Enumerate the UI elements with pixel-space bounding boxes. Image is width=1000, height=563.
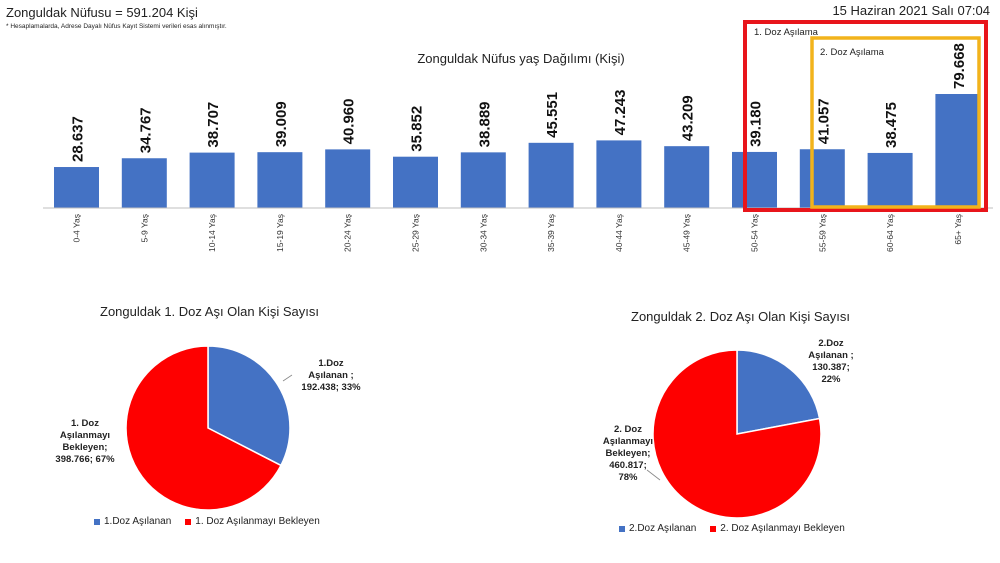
pie1-slice-0 [207, 345, 291, 467]
dose2-highlight-box [810, 36, 981, 209]
pie2-slices [652, 349, 822, 519]
bar-value-label-5: 35.852 [409, 106, 426, 152]
bar-value-label-0: 28.637 [70, 116, 87, 162]
pie1-legend-item-waiting: 1. Doz Aşılanmayı Bekleyen [185, 516, 320, 527]
x-tick-label-13: 65+ Yaş [953, 214, 963, 245]
data-source-note: * Hesaplamalarda, Adrese Dayalı Nüfus Ka… [6, 23, 227, 30]
legend-swatch-red [710, 525, 717, 532]
pie2-leader-red [646, 469, 661, 481]
age-distribution-chart: Zonguldak Nüfus yaş Dağılımı (Kişi) 28.6… [43, 20, 993, 252]
dose2-highlight-label: 2. Doz Aşılama [820, 47, 885, 58]
bar-value-label-12: 38.475 [883, 102, 900, 148]
bar-value-label-7: 45.551 [544, 92, 561, 138]
bar-2 [189, 152, 235, 208]
x-tick-label-8: 40-44 Yaş [614, 214, 624, 252]
pie2-legend-item-waiting: 2. Doz Aşılanmayı Bekleyen [710, 523, 845, 534]
pie1-chart [125, 345, 293, 511]
legend-swatch-blue [619, 525, 625, 532]
pie2-chart [646, 349, 822, 519]
pie2-legend: 2.Doz Aşılanan 2. Doz Aşılanmayı Bekleye… [619, 523, 845, 534]
bar-8 [596, 140, 642, 208]
bar-4 [325, 149, 371, 208]
x-tick-label-9: 45-49 Yaş [682, 214, 692, 252]
bar-value-label-2: 38.707 [205, 102, 222, 148]
bar-9 [664, 146, 710, 208]
pie2-label-waiting: 2. Doz Aşılanmayı Bekleyen; 460.817; 78% [602, 424, 654, 483]
x-tick-label-5: 25-29 Yaş [411, 214, 421, 252]
bar-value-label-8: 47.243 [612, 90, 629, 136]
x-tick-label-6: 30-34 Yaş [478, 214, 488, 252]
x-tick-label-0: 0-4 Yaş [72, 214, 82, 243]
x-tick-label-3: 15-19 Yaş [275, 214, 285, 252]
bar-1 [121, 158, 167, 208]
legend-swatch-red [185, 518, 192, 525]
pie1-slice-1 [125, 345, 282, 511]
bar-value-label-4: 40.960 [341, 98, 358, 144]
bar-series: 28.637 0-4 Yaş 34.767 5-9 Yaş 38.707 10-14 Ya… [54, 43, 981, 252]
pie2-slice-1 [652, 349, 822, 519]
pie1-label-waiting: 1. Doz Aşılanmayı Bekleyen; 398.766; 67% [55, 418, 115, 465]
dose1-highlight-box [743, 20, 988, 212]
legend-swatch-blue [94, 518, 100, 525]
bar-7 [528, 142, 574, 208]
bar-chart-title: Zonguldak Nüfus yaş Dağılımı (Kişi) [417, 51, 624, 66]
pie2-slice-0 [736, 349, 821, 435]
bar-value-label-13: 79.668 [951, 43, 968, 89]
bar-11 [799, 149, 845, 208]
pie2-label-vaccinated: 2.Doz Aşılanan ; 130.387; 22% [808, 338, 854, 385]
x-tick-label-11: 55-59 Yaş [817, 214, 827, 252]
bar-value-label-11: 41.057 [815, 98, 832, 144]
pie1-legend: 1.Doz Aşılanan 1. Doz Aşılanmayı Bekleye… [94, 516, 320, 527]
pie1-title: Zonguldak 1. Doz Aşı Olan Kişi Sayısı [100, 304, 319, 319]
pie1-slices [125, 345, 291, 511]
bar-10 [732, 151, 777, 208]
bar-12 [867, 152, 913, 208]
bar-3 [257, 152, 303, 208]
pie1-label-vaccinated: 1.Doz Aşılanan ; 192.438; 33% [301, 358, 361, 393]
pie1-legend-item-vaccinated: 1.Doz Aşılanan [94, 516, 171, 527]
bar-value-label-1: 34.767 [137, 107, 154, 153]
report-date: 15 Haziran 2021 Salı 07:04 [832, 3, 990, 18]
pie2-legend-item-vaccinated: 2.Doz Aşılanan [619, 523, 696, 534]
x-tick-label-7: 35-39 Yaş [546, 214, 556, 252]
bar-value-label-3: 39.009 [273, 101, 290, 147]
bar-value-label-10: 39.180 [748, 101, 765, 147]
bar-5 [393, 156, 438, 208]
bar-value-label-6: 38.889 [476, 101, 493, 147]
page-title: Zonguldak Nüfusu = 591.204 Kişi [6, 5, 198, 20]
bar-13 [935, 94, 981, 208]
pie1-leader-blue [282, 374, 293, 382]
bar-value-label-9: 43.209 [680, 95, 697, 141]
pie2-title: Zonguldak 2. Doz Aşı Olan Kişi Sayısı [631, 309, 850, 324]
x-tick-label-10: 50-54 Yaş [750, 214, 760, 252]
x-tick-label-12: 60-64 Yaş [885, 214, 895, 252]
bar-6 [460, 152, 506, 208]
x-tick-label-1: 5-9 Yaş [139, 214, 149, 243]
dose1-highlight-label: 1. Doz Aşılama [754, 27, 819, 38]
x-tick-label-2: 10-14 Yaş [207, 214, 217, 252]
x-tick-label-4: 20-24 Yaş [343, 214, 353, 252]
bar-0 [54, 167, 99, 208]
